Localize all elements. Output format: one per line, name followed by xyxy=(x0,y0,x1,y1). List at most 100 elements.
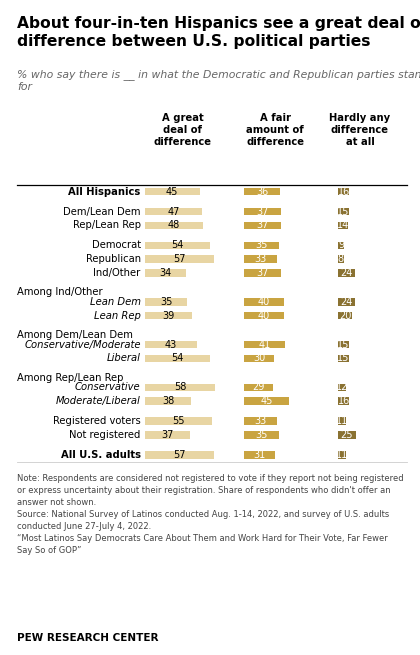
Bar xyxy=(338,417,346,425)
Text: 47: 47 xyxy=(167,206,180,217)
Text: Not registered: Not registered xyxy=(69,430,141,440)
Text: Among Dem/Lean Dem: Among Dem/Lean Dem xyxy=(17,330,133,340)
Text: 40: 40 xyxy=(258,310,270,321)
Bar xyxy=(338,384,346,391)
Text: Among Ind/Other: Among Ind/Other xyxy=(17,287,102,297)
Text: All Hispanics: All Hispanics xyxy=(68,187,141,196)
Bar xyxy=(244,242,279,249)
Bar xyxy=(145,384,215,391)
Text: 24: 24 xyxy=(340,268,353,278)
Text: A great
deal of
difference: A great deal of difference xyxy=(154,113,212,147)
Text: Note: Respondents are considered not registered to vote if they report not being: Note: Respondents are considered not reg… xyxy=(17,474,404,555)
Text: 14: 14 xyxy=(337,220,349,231)
Text: 30: 30 xyxy=(253,354,265,364)
Text: 45: 45 xyxy=(260,396,273,406)
Text: Conservative: Conservative xyxy=(75,383,141,392)
Text: 20: 20 xyxy=(339,310,351,321)
Bar xyxy=(338,269,355,276)
Bar xyxy=(145,398,191,405)
Bar xyxy=(244,417,277,425)
Bar xyxy=(145,208,202,215)
Text: % who say there is __ in what the Democratic and Republican parties stand
for: % who say there is __ in what the Democr… xyxy=(17,69,420,92)
Text: 33: 33 xyxy=(255,254,267,264)
Text: 36: 36 xyxy=(256,187,268,196)
Bar xyxy=(145,298,187,306)
Text: Liberal: Liberal xyxy=(107,354,141,364)
Text: 54: 54 xyxy=(171,354,184,364)
Text: 16: 16 xyxy=(338,187,350,196)
Text: Among Rep/Lean Rep: Among Rep/Lean Rep xyxy=(17,373,123,383)
Text: Lean Rep: Lean Rep xyxy=(94,310,141,321)
Bar xyxy=(244,451,275,458)
Text: 35: 35 xyxy=(160,297,172,307)
Text: Democrat: Democrat xyxy=(92,240,141,250)
Bar xyxy=(244,269,281,276)
Text: 35: 35 xyxy=(255,240,268,250)
Text: Republican: Republican xyxy=(86,254,141,264)
Text: 12: 12 xyxy=(336,383,349,392)
Bar xyxy=(145,221,203,229)
Bar xyxy=(338,341,349,348)
Bar xyxy=(145,341,197,348)
Bar xyxy=(145,312,192,320)
Text: All U.S. adults: All U.S. adults xyxy=(61,450,141,460)
Text: 57: 57 xyxy=(173,254,186,264)
Text: Moderate/Liberal: Moderate/Liberal xyxy=(56,396,141,406)
Text: 15: 15 xyxy=(337,354,349,364)
Text: 11: 11 xyxy=(336,416,348,426)
Bar xyxy=(244,398,289,405)
Text: 37: 37 xyxy=(161,430,173,440)
Text: 58: 58 xyxy=(174,383,186,392)
Text: 40: 40 xyxy=(258,297,270,307)
Text: 15: 15 xyxy=(337,206,349,217)
Text: 34: 34 xyxy=(160,268,172,278)
Text: A fair
amount of
difference: A fair amount of difference xyxy=(246,113,304,147)
Bar xyxy=(338,188,349,195)
Bar xyxy=(244,354,274,362)
Bar xyxy=(338,312,352,320)
Text: 15: 15 xyxy=(337,339,349,350)
Text: 11: 11 xyxy=(336,450,348,460)
Bar xyxy=(244,431,279,439)
Bar xyxy=(338,208,349,215)
Bar xyxy=(338,398,349,405)
Bar xyxy=(145,269,186,276)
Bar xyxy=(244,384,273,391)
Text: Lean Dem: Lean Dem xyxy=(90,297,141,307)
Text: Conservative/Moderate: Conservative/Moderate xyxy=(24,339,141,350)
Bar xyxy=(244,221,281,229)
Text: 25: 25 xyxy=(341,430,353,440)
Text: 43: 43 xyxy=(165,339,177,350)
Text: 45: 45 xyxy=(166,187,178,196)
Text: 37: 37 xyxy=(257,220,269,231)
Bar xyxy=(338,431,356,439)
Text: Registered voters: Registered voters xyxy=(53,416,141,426)
Text: 55: 55 xyxy=(172,416,184,426)
Bar xyxy=(338,255,344,263)
Bar xyxy=(244,341,285,348)
Bar xyxy=(145,417,212,425)
Text: Rep/Lean Rep: Rep/Lean Rep xyxy=(73,220,141,231)
Text: 39: 39 xyxy=(163,310,175,321)
Text: 8: 8 xyxy=(338,254,344,264)
Text: 38: 38 xyxy=(162,396,174,406)
Text: Hardly any
difference
at all: Hardly any difference at all xyxy=(329,113,391,147)
Bar xyxy=(338,451,346,458)
Text: 35: 35 xyxy=(255,430,268,440)
Text: 24: 24 xyxy=(340,297,353,307)
Text: 37: 37 xyxy=(257,206,269,217)
Bar xyxy=(338,221,348,229)
Text: 16: 16 xyxy=(338,396,350,406)
Bar xyxy=(338,354,349,362)
Text: PEW RESEARCH CENTER: PEW RESEARCH CENTER xyxy=(17,633,158,643)
Bar xyxy=(244,298,284,306)
Bar xyxy=(145,451,214,458)
Bar xyxy=(145,188,199,195)
Text: 31: 31 xyxy=(254,450,266,460)
Text: 9: 9 xyxy=(338,240,344,250)
Text: Dem/Lean Dem: Dem/Lean Dem xyxy=(63,206,141,217)
Bar xyxy=(338,242,344,249)
Text: 33: 33 xyxy=(255,416,267,426)
Bar xyxy=(145,242,210,249)
Text: 41: 41 xyxy=(258,339,271,350)
